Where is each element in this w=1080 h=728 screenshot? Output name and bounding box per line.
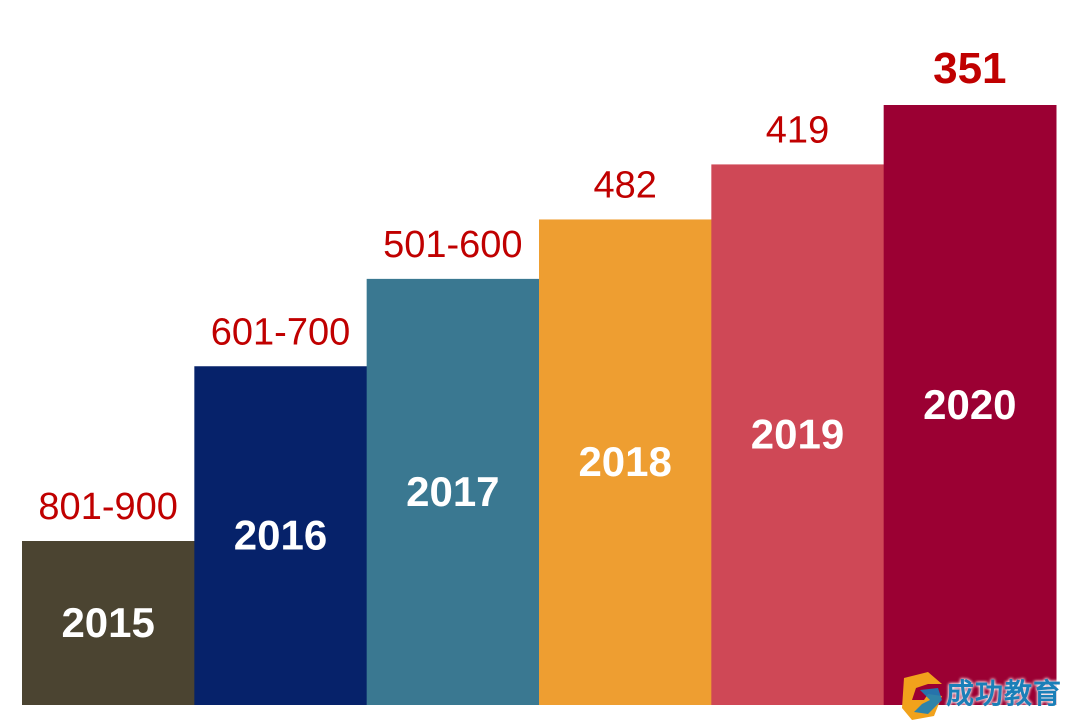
bar-2020 [883,105,1057,705]
bar-2017 [366,278,540,705]
bar-2016 [194,366,368,705]
year-label-2017: 2017 [406,468,499,515]
bar-2015 [22,541,195,705]
year-label-2018: 2018 [578,438,671,485]
year-label-2019: 2019 [751,411,844,458]
rank-label-2016: 601-700 [211,311,350,353]
rank-label-2017: 501-600 [383,224,522,266]
succedu-logo-icon [902,672,942,720]
year-label-2015: 2015 [61,599,154,646]
rank-label-2015: 801-900 [38,486,177,528]
bar-2018 [539,219,712,705]
bar-2019 [711,164,885,706]
rank-label-2019: 419 [766,109,829,151]
watermark-brand-text: 成功教育 [946,677,1063,710]
watermark-logo: 成功教育 www.succedu.com [898,668,1078,726]
rank-label-2018: 482 [593,164,656,206]
year-label-2020: 2020 [923,381,1016,428]
rank-label-2020: 351 [933,44,1006,93]
watermark-url: www.succedu.com [950,706,1058,721]
year-label-2016: 2016 [234,512,327,559]
